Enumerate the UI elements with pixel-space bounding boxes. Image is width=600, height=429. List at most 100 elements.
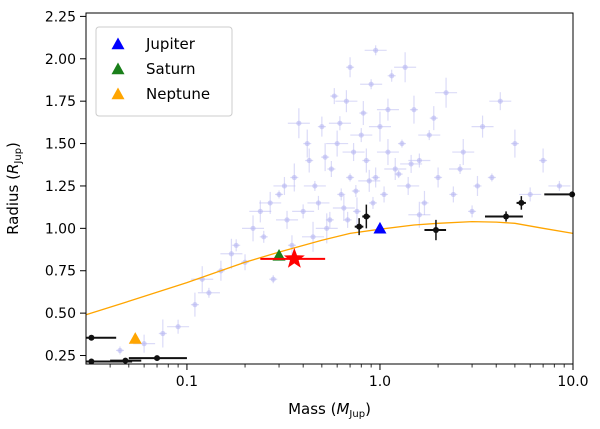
background-point bbox=[429, 106, 438, 131]
background-point bbox=[364, 45, 387, 56]
background-point bbox=[376, 139, 399, 166]
measured-point-marker bbox=[518, 199, 525, 206]
background-point bbox=[190, 292, 199, 317]
measured-point-marker bbox=[432, 227, 439, 234]
planet-marker-jupiter bbox=[373, 221, 387, 234]
background-point-marker bbox=[443, 90, 449, 96]
background-point-marker bbox=[353, 188, 359, 194]
background-point bbox=[471, 115, 494, 138]
legend-label-saturn: Saturn bbox=[146, 60, 196, 78]
background-point-marker bbox=[385, 149, 391, 155]
background-point-marker bbox=[175, 324, 181, 330]
measured-point-marker bbox=[363, 213, 370, 220]
x-axis-label-text: Mass bbox=[288, 400, 326, 418]
model-curve bbox=[85, 220, 574, 316]
background-point bbox=[303, 180, 326, 191]
background-point bbox=[409, 95, 418, 124]
background-point-marker bbox=[469, 208, 475, 214]
legend-label-neptune: Neptune bbox=[146, 85, 210, 103]
planet-marker-saturn bbox=[272, 248, 286, 261]
background-point bbox=[362, 148, 371, 173]
measured-point bbox=[128, 355, 187, 362]
background-point bbox=[307, 195, 330, 210]
y-tick-label: 1.00 bbox=[45, 221, 76, 237]
background-point bbox=[449, 164, 472, 174]
background-point bbox=[328, 116, 351, 131]
background-point-marker bbox=[527, 191, 533, 198]
background-point-marker bbox=[261, 234, 267, 240]
background-point-marker bbox=[291, 174, 297, 181]
background-point bbox=[330, 88, 339, 105]
background-point-marker bbox=[373, 174, 379, 181]
background-point bbox=[249, 200, 272, 223]
background-point-marker bbox=[324, 225, 330, 231]
background-point-marker bbox=[304, 140, 310, 147]
background-point bbox=[335, 90, 358, 113]
legend: Jupiter Saturn Neptune bbox=[95, 26, 233, 117]
y-tick-label: 1.50 bbox=[45, 137, 76, 153]
background-point bbox=[452, 139, 475, 166]
y-tick-label: 1.75 bbox=[45, 94, 76, 110]
background-point-marker bbox=[489, 174, 495, 181]
measured-point-marker bbox=[569, 191, 576, 198]
background-point-marker bbox=[373, 47, 379, 53]
background-point-marker bbox=[206, 290, 212, 296]
background-point bbox=[350, 128, 373, 143]
background-point-marker bbox=[512, 140, 518, 147]
background-point-marker bbox=[319, 124, 325, 130]
background-point-marker bbox=[426, 132, 432, 138]
background-point-marker bbox=[338, 191, 344, 198]
background-point-marker bbox=[328, 166, 334, 172]
plot-frame bbox=[85, 12, 574, 365]
background-point-marker bbox=[392, 166, 398, 172]
background-point-marker bbox=[474, 183, 481, 189]
planet-marker-neptune bbox=[128, 332, 142, 344]
background-point-marker bbox=[366, 178, 372, 184]
background-point bbox=[232, 239, 241, 252]
background-point bbox=[242, 215, 265, 242]
background-point bbox=[158, 319, 167, 348]
measured-point bbox=[516, 196, 526, 210]
background-point bbox=[400, 154, 423, 173]
measured-point bbox=[544, 191, 576, 198]
background-point bbox=[473, 175, 482, 196]
background-point-marker bbox=[347, 174, 353, 181]
background-point-marker bbox=[322, 154, 328, 160]
background-point-marker bbox=[450, 191, 456, 198]
measured-point bbox=[110, 357, 142, 364]
axis-ticks-layer: 0.1 1.0 10.0 0.25 0.50 0.75 1.00 1.25 1.50 1.75 2.… bbox=[45, 9, 589, 390]
background-point-marker bbox=[267, 200, 273, 206]
background-point bbox=[360, 79, 383, 90]
background-point bbox=[519, 187, 542, 202]
legend-box bbox=[95, 26, 233, 117]
background-point bbox=[346, 173, 355, 182]
y-tick-label: 0.75 bbox=[45, 264, 76, 280]
background-point-marker bbox=[281, 183, 288, 189]
background-point bbox=[197, 287, 220, 298]
background-point-marker bbox=[141, 341, 147, 347]
measured-point bbox=[424, 219, 447, 241]
measured-point-marker bbox=[88, 358, 95, 365]
background-point bbox=[326, 130, 349, 157]
measured-point bbox=[362, 204, 371, 229]
background-point bbox=[394, 170, 403, 179]
background-point bbox=[368, 196, 377, 209]
x-axis-unit-base: M bbox=[336, 400, 349, 418]
background-point bbox=[510, 129, 519, 158]
background-point bbox=[337, 188, 346, 201]
background-point-marker bbox=[117, 347, 123, 354]
background-point-marker bbox=[405, 183, 411, 189]
background-point bbox=[408, 153, 431, 168]
background-point-marker bbox=[327, 217, 333, 223]
background-point-marker bbox=[284, 217, 290, 223]
solar-system-planets-layer bbox=[128, 221, 387, 344]
background-point bbox=[487, 173, 496, 182]
background-point bbox=[420, 190, 429, 215]
y-axis-unit-base: R bbox=[4, 164, 22, 174]
background-point bbox=[321, 143, 330, 172]
background-point-marker bbox=[479, 124, 486, 130]
y-axis-unit-sub: Jup bbox=[13, 148, 24, 165]
background-point bbox=[368, 111, 391, 142]
background-point-marker bbox=[276, 191, 282, 198]
